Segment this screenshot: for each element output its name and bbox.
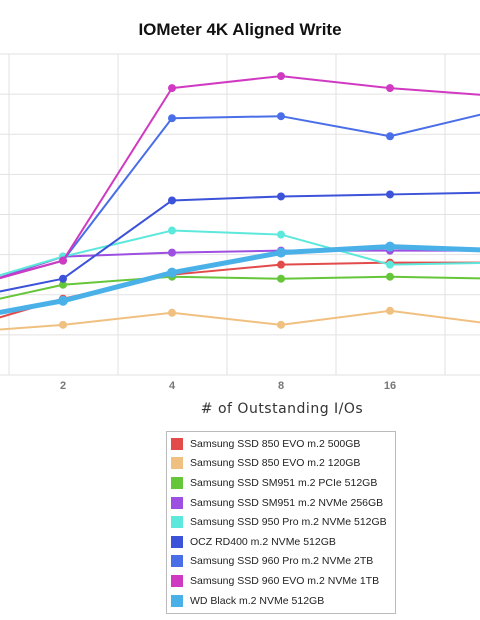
legend-swatch xyxy=(171,437,183,450)
x-tick-label: 4 xyxy=(169,380,176,392)
data-point xyxy=(58,295,68,306)
data-point xyxy=(168,226,176,235)
series-line xyxy=(0,229,480,277)
legend-label: Samsung SSD SM951 m.2 PCIe 512GB xyxy=(190,476,378,489)
series-line xyxy=(0,75,480,280)
x-tick-label: 2 xyxy=(60,380,66,392)
series-line xyxy=(0,244,480,315)
data-point xyxy=(59,280,67,289)
data-point xyxy=(386,190,394,199)
data-point xyxy=(385,241,395,252)
legend-swatch xyxy=(171,476,183,489)
chart-title: IOMeter 4K Aligned Write xyxy=(138,20,342,39)
series-2 xyxy=(0,272,480,300)
series-1 xyxy=(0,306,480,331)
series-line xyxy=(0,309,480,331)
series-lines xyxy=(0,72,480,331)
legend-label: OCZ RD400 m.2 NVMe 512GB xyxy=(190,535,336,548)
legend-swatch xyxy=(171,516,183,529)
series-4 xyxy=(0,226,480,277)
x-axis-label: # of Outstanding I/Os xyxy=(201,401,363,417)
legend-swatch xyxy=(171,457,183,470)
series-line xyxy=(0,275,480,300)
data-point xyxy=(386,132,394,141)
data-point xyxy=(168,84,176,93)
legend: Samsung SSD 850 EVO m.2 500GB Samsung SSD… xyxy=(166,431,396,615)
data-point xyxy=(167,267,177,278)
data-point xyxy=(168,196,176,205)
data-point xyxy=(168,114,176,123)
legend-label: Samsung SSD 850 EVO m.2 120GB xyxy=(190,457,361,470)
data-point xyxy=(277,274,285,283)
grid-lines xyxy=(0,53,480,376)
legend-label: WD Black m.2 NVMe 512GB xyxy=(190,594,325,607)
legend-swatch xyxy=(171,574,183,587)
data-point xyxy=(59,256,67,265)
legend-item: WD Black m.2 NVMe 512GB xyxy=(171,591,391,611)
x-tick-label: 8 xyxy=(278,380,284,392)
data-point xyxy=(277,192,285,201)
legend-item: OCZ RD400 m.2 NVMe 512GB xyxy=(171,532,391,552)
data-point xyxy=(277,112,285,121)
legend-label: Samsung SSD 850 EVO m.2 500GB xyxy=(190,437,361,450)
legend-swatch xyxy=(171,594,183,607)
legend-label: Samsung SSD 960 EVO m.2 NVMe 1TB xyxy=(190,574,380,587)
legend-item: Samsung SSD 960 EVO m.2 NVMe 1TB xyxy=(171,571,391,591)
data-point xyxy=(59,274,67,283)
data-point xyxy=(277,230,285,239)
legend-item: Samsung SSD SM951 m.2 NVMe 256GB xyxy=(171,493,391,513)
series-5 xyxy=(0,190,480,293)
data-point xyxy=(386,306,394,315)
legend-swatch xyxy=(171,555,183,568)
legend-item: Samsung SSD SM951 m.2 PCIe 512GB xyxy=(171,473,391,493)
data-point xyxy=(386,260,394,269)
legend-label: Samsung SSD 950 Pro m.2 NVMe 512GB xyxy=(190,516,387,529)
legend-item: Samsung SSD 950 Pro m.2 NVMe 512GB xyxy=(171,512,391,532)
data-point xyxy=(277,72,285,81)
data-point xyxy=(59,320,67,329)
data-point xyxy=(386,272,394,281)
legend-item: Samsung SSD 960 Pro m.2 NVMe 2TB xyxy=(171,552,391,572)
x-tick-labels: 2 4 8 16 xyxy=(60,380,396,392)
data-point xyxy=(168,248,176,257)
x-tick-label: 16 xyxy=(384,380,396,392)
series-7 xyxy=(0,72,480,280)
data-point xyxy=(276,247,286,258)
legend-item: Samsung SSD 850 EVO m.2 120GB xyxy=(171,454,391,474)
data-point xyxy=(277,320,285,329)
series-8 xyxy=(0,241,480,315)
data-point xyxy=(277,260,285,269)
legend-label: Samsung SSD SM951 m.2 NVMe 256GB xyxy=(190,496,384,509)
legend-swatch xyxy=(171,496,183,509)
data-point xyxy=(168,308,176,317)
legend-swatch xyxy=(171,535,183,548)
data-point xyxy=(386,84,394,93)
legend-label: Samsung SSD 960 Pro m.2 NVMe 2TB xyxy=(190,555,374,568)
legend-item: Samsung SSD 850 EVO m.2 500GB xyxy=(171,434,391,454)
series-line xyxy=(0,191,480,293)
